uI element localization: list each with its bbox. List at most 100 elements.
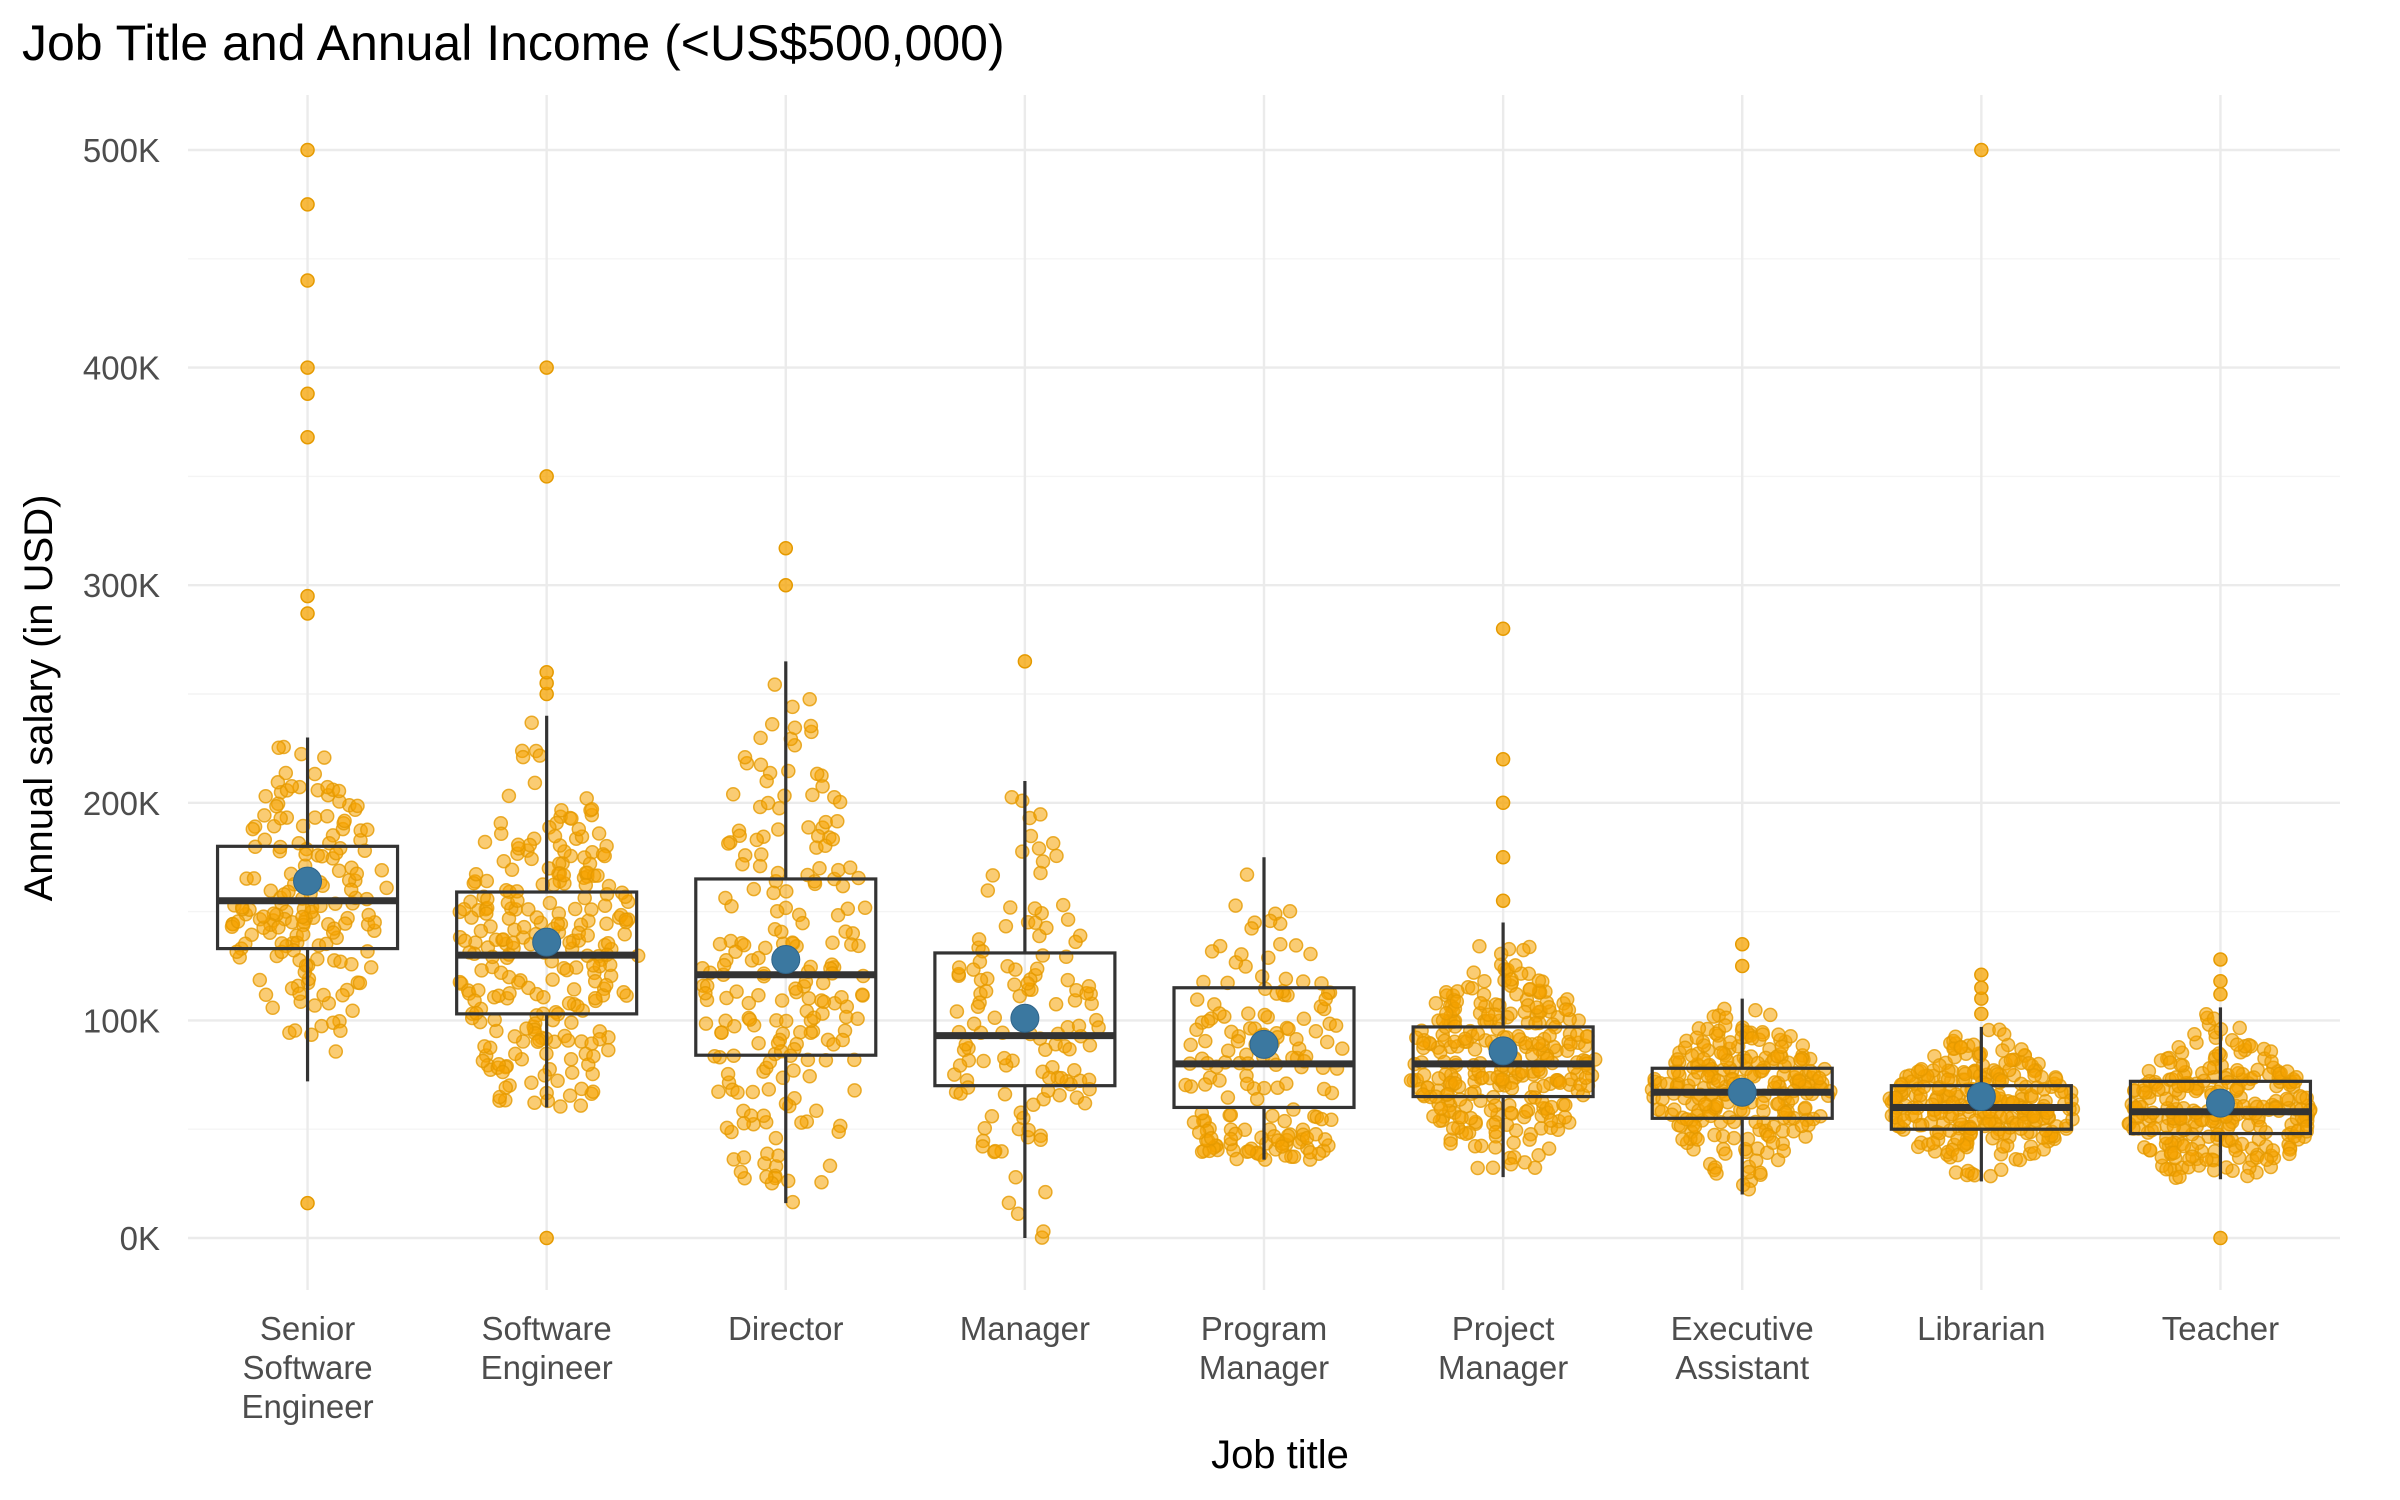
outlier-point <box>539 469 554 484</box>
data-point <box>2021 1056 2037 1071</box>
data-point <box>587 990 603 1006</box>
data-point <box>1008 1170 1023 1185</box>
data-point <box>527 775 543 791</box>
data-point <box>616 985 631 1000</box>
data-point <box>2142 1142 2158 1158</box>
data-point <box>2206 1162 2222 1178</box>
data-point <box>1983 1168 1998 1184</box>
data-point <box>307 998 322 1013</box>
data-point <box>1812 1070 1827 1086</box>
data-point <box>307 810 323 825</box>
data-point <box>524 715 539 730</box>
data-point <box>785 699 800 715</box>
data-point <box>736 1150 752 1165</box>
data-point <box>507 1029 523 1044</box>
data-point <box>774 924 789 940</box>
data-point <box>1481 1007 1496 1022</box>
data-point <box>1220 1090 1236 1105</box>
data-point <box>1229 1151 1244 1167</box>
data-point <box>597 848 612 864</box>
data-point <box>1039 920 1054 936</box>
data-point <box>1223 1131 1239 1147</box>
data-point <box>1932 1058 1947 1073</box>
data-point <box>547 828 563 844</box>
data-point <box>802 1069 817 1084</box>
data-point <box>730 1085 745 1100</box>
data-point <box>1957 1066 1973 1082</box>
data-point <box>1003 900 1018 915</box>
data-point <box>532 748 548 763</box>
data-point <box>468 866 484 882</box>
data-point <box>1077 1096 1093 1111</box>
data-point <box>1254 1130 1269 1145</box>
data-point <box>1541 1141 1557 1156</box>
data-point <box>1517 1004 1533 1020</box>
data-point <box>307 766 323 782</box>
y-tick-label: 400K <box>83 350 160 387</box>
data-point <box>1204 944 1220 959</box>
data-point <box>976 1053 991 1069</box>
data-point <box>1948 1165 1964 1180</box>
data-point <box>761 1082 777 1097</box>
data-point <box>830 908 846 923</box>
data-point <box>559 962 575 978</box>
data-point <box>508 1046 523 1062</box>
data-point <box>1504 1081 1520 1096</box>
data-point <box>257 832 273 848</box>
outlier-point <box>300 360 315 375</box>
data-point <box>778 1013 794 1029</box>
data-point <box>735 856 750 872</box>
outlier-point <box>300 588 315 604</box>
data-point <box>728 944 743 959</box>
data-point <box>1503 1157 1519 1172</box>
outlier-point <box>1974 980 1989 996</box>
data-point <box>1953 1040 1969 1055</box>
data-point <box>1220 975 1235 991</box>
data-point <box>733 1164 749 1180</box>
data-point <box>1036 1224 1051 1239</box>
data-point <box>475 1053 491 1069</box>
data-point <box>1698 1096 1713 1112</box>
data-point <box>1896 1113 1912 1128</box>
data-point <box>1081 979 1097 994</box>
data-point <box>769 903 785 919</box>
data-point <box>1516 942 1531 958</box>
data-point <box>736 1116 752 1131</box>
box-group <box>1172 857 1356 1167</box>
data-point <box>787 720 803 736</box>
data-point <box>1755 1095 1770 1111</box>
data-point <box>975 1139 990 1154</box>
data-point <box>1010 1206 1026 1222</box>
data-point <box>1265 1108 1280 1124</box>
data-point <box>844 937 859 952</box>
data-point <box>785 1194 801 1210</box>
y-tick-label: 0K <box>120 1220 160 1257</box>
data-point <box>564 1015 579 1030</box>
data-point <box>1464 981 1480 996</box>
data-point <box>501 788 517 804</box>
data-point <box>331 783 347 799</box>
data-point <box>1717 1018 1733 1033</box>
data-point <box>493 965 509 980</box>
data-point <box>770 1035 786 1051</box>
outlier-point <box>2213 987 2228 1002</box>
data-point <box>966 1016 982 1031</box>
data-point <box>314 849 330 864</box>
mean-point <box>2205 1088 2235 1118</box>
outlier-point <box>1495 621 1511 636</box>
data-point <box>2230 1063 2245 1078</box>
data-point <box>812 861 827 876</box>
data-point <box>825 831 841 847</box>
data-point <box>767 677 783 692</box>
data-point <box>980 883 996 898</box>
data-point <box>727 1019 742 1034</box>
data-point <box>265 1000 280 1016</box>
data-point <box>803 718 819 734</box>
data-point <box>970 999 986 1014</box>
outlier-point <box>300 606 315 621</box>
data-point <box>1557 1110 1573 1125</box>
data-point <box>1234 947 1249 962</box>
data-point <box>1709 1166 1724 1181</box>
data-point <box>294 746 309 762</box>
outlier-point <box>1734 958 1750 974</box>
